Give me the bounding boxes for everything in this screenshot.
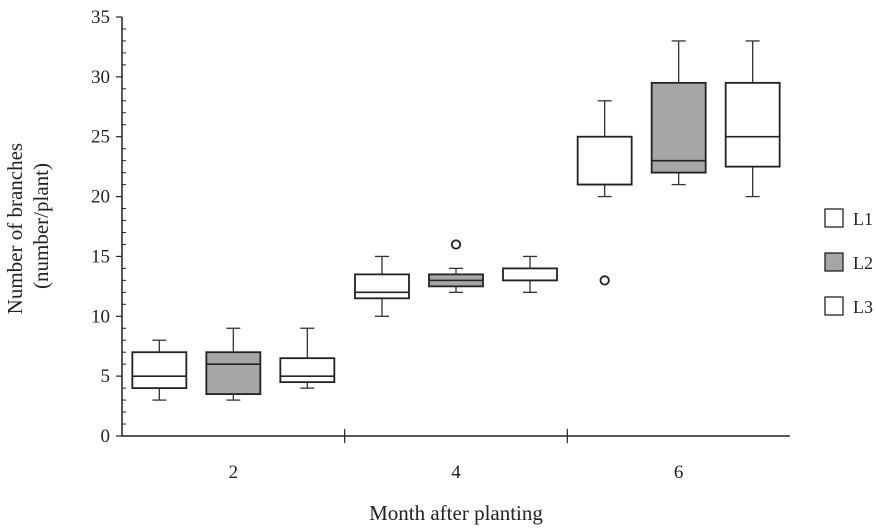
- box-L2-6: [650, 40, 707, 186]
- x-tick-label: 4: [451, 462, 461, 483]
- y-tick-label: 0: [101, 426, 111, 447]
- box-L3-4: [502, 255, 558, 293]
- legend-label: L3: [853, 297, 873, 317]
- y-tick-label: 25: [91, 127, 110, 148]
- outlier-point: [450, 239, 462, 250]
- box-iqr: [576, 135, 633, 186]
- y-axis-title-line2: (number/plant): [29, 163, 53, 289]
- box-L1-2: [131, 339, 188, 401]
- box-iqr: [502, 267, 558, 282]
- box-iqr: [354, 273, 410, 300]
- outlier-point: [599, 275, 610, 286]
- y-axis-title: Number of branches (number/plant): [3, 138, 53, 315]
- legend-item-L1: L1: [824, 208, 873, 229]
- legend-item-L2: L2: [824, 252, 873, 273]
- y-tick-label: 20: [91, 187, 110, 208]
- box-L2-4: [428, 239, 484, 293]
- box-L1-4: [354, 255, 410, 317]
- box-iqr: [131, 351, 188, 390]
- x-tick-label: 2: [229, 462, 239, 483]
- box-iqr: [205, 351, 262, 396]
- box-iqr: [724, 81, 781, 168]
- x-axis-ticks: 2 4 6: [229, 429, 684, 483]
- legend: L1 L2 L3: [824, 208, 873, 317]
- x-tick-label: 6: [674, 462, 684, 483]
- legend-label: L2: [853, 253, 873, 273]
- legend-swatch: [824, 252, 844, 272]
- plot-area: [131, 40, 781, 401]
- y-tick-label: 5: [101, 366, 111, 387]
- box-L3-6: [724, 40, 781, 198]
- legend-label: L1: [853, 209, 873, 229]
- y-tick-label: 30: [91, 67, 110, 88]
- y-tick-label: 10: [91, 306, 110, 327]
- box-L2-2: [205, 327, 262, 401]
- box-iqr: [650, 81, 707, 174]
- y-tick-label: 35: [91, 7, 110, 28]
- legend-swatch: [824, 296, 844, 316]
- y-axis-title-line1: Number of branches: [3, 143, 27, 314]
- y-axis-ticks: 0 5 10 15 20 25 30 35: [91, 7, 122, 447]
- box-iqr: [279, 357, 336, 384]
- box-L1-6: [576, 100, 633, 286]
- legend-swatch: [824, 208, 844, 228]
- box-L3-2: [279, 327, 336, 389]
- legend-item-L3: L3: [824, 296, 873, 317]
- y-tick-label: 15: [91, 246, 110, 267]
- x-axis-title: Month after planting: [369, 501, 543, 525]
